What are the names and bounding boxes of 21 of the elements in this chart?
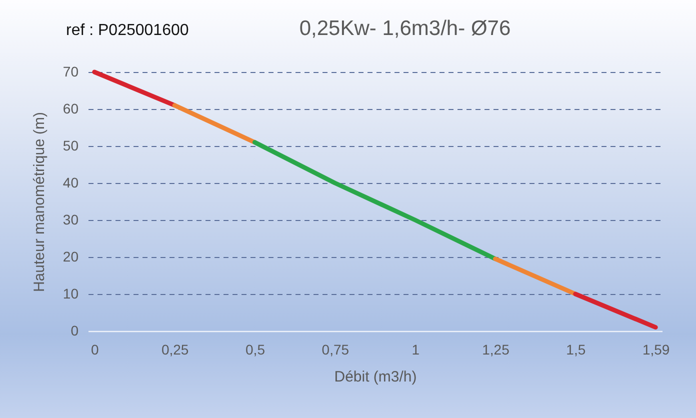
y-tick-label: 0 [70,322,79,338]
x-tick-label: 1,5 [566,342,586,358]
y-tick-label: 50 [62,138,79,154]
x-tick-label: 1 [412,342,420,358]
x-tick-label: 0 [91,342,100,358]
y-tick-label: 30 [62,212,79,228]
x-tick-label: 0,5 [246,342,266,358]
text: ref : P025001600 [66,22,189,40]
y-tick-label: 60 [62,100,79,116]
line-series [252,140,498,262]
y-tick-label: 20 [62,248,79,264]
y-axis-title: Hauteur manométrique (m) [30,112,48,292]
y-tick-label: 70 [62,64,79,80]
x-tick-label: 1,25 [482,342,510,358]
x-tick-label: 0,25 [161,342,189,358]
y-tick-label: 40 [62,174,79,190]
chart-title: 0,25Kw- 1,6m3/h- Ø76 [299,17,511,40]
x-tick-label: 0,75 [322,342,350,358]
y-tick-label: 10 [62,286,79,302]
x-axis-title: Débit (m3/h) [334,368,417,386]
x-tick-label: 1,59 [642,342,670,358]
